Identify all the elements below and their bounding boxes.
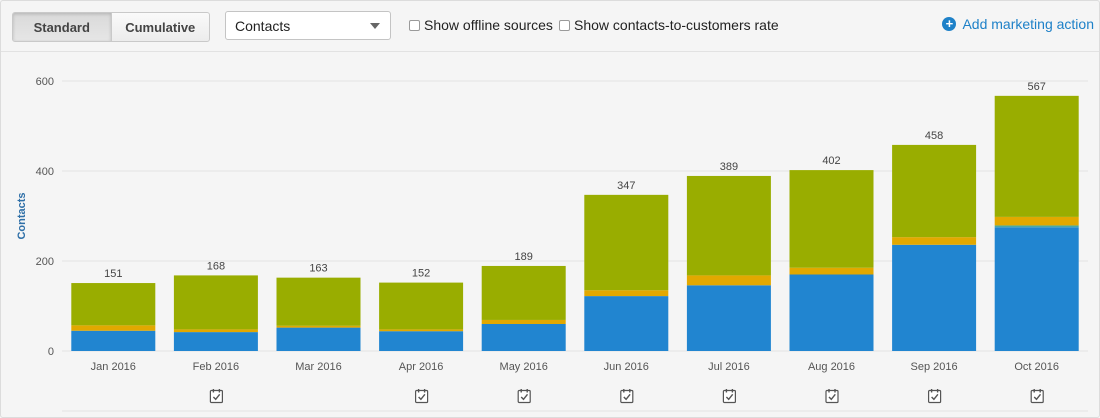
bar-segment[interactable] xyxy=(379,329,464,332)
bar-segment[interactable] xyxy=(584,296,669,351)
bar-total-label: 168 xyxy=(207,260,225,272)
bar-segment[interactable] xyxy=(584,194,669,291)
toolbar: Standard Cumulative Contacts Show offlin… xyxy=(1,1,1099,52)
bar-total-label: 151 xyxy=(104,268,122,280)
bar-segment[interactable] xyxy=(481,319,566,324)
bar-segment[interactable] xyxy=(892,237,977,245)
bar-segment[interactable] xyxy=(686,285,771,351)
plus-circle-icon: + xyxy=(942,17,957,31)
show-contacts-to-customers-rate-checkbox[interactable]: Show contacts-to-customers rate xyxy=(559,17,779,33)
bar-segment[interactable] xyxy=(173,275,258,330)
x-tick-label: Aug 2016 xyxy=(808,361,855,373)
contacts-bar-chart: 0 200 400 600 Contacts 151 Jan 2016 168 Feb 2016… xyxy=(16,76,1088,412)
bar-segment[interactable] xyxy=(173,332,258,351)
x-tick-label: Jul 2016 xyxy=(708,361,750,373)
x-tick-label: Jun 2016 xyxy=(604,361,649,373)
bar-segment[interactable] xyxy=(71,283,156,326)
x-tick-label: Mar 2016 xyxy=(295,361,341,373)
add-marketing-action-link[interactable]: + Add marketing action xyxy=(942,16,1094,32)
bar-segment[interactable] xyxy=(481,265,566,320)
y-tick-label: 600 xyxy=(36,76,54,88)
bar-segment[interactable] xyxy=(379,282,464,330)
y-tick-label: 0 xyxy=(48,346,54,358)
x-tick-label: Jan 2016 xyxy=(91,361,136,373)
calendar-check-icon[interactable] xyxy=(620,389,634,404)
bar-segment[interactable] xyxy=(892,244,977,351)
bar-segment[interactable] xyxy=(481,324,566,351)
bar-total-label: 152 xyxy=(412,268,430,280)
bar-total-label: 389 xyxy=(720,161,738,173)
metric-select[interactable]: Contacts xyxy=(225,11,391,40)
bar-segment[interactable] xyxy=(994,225,1079,228)
bar-segment[interactable] xyxy=(994,95,1079,217)
x-tick-label: Oct 2016 xyxy=(1014,361,1059,373)
bar-segment[interactable] xyxy=(71,330,156,351)
x-tick-label: Sep 2016 xyxy=(911,361,958,373)
calendar-check-icon[interactable] xyxy=(927,389,942,404)
metric-select-value: Contacts xyxy=(235,17,291,34)
y-tick-label: 200 xyxy=(36,256,54,268)
bar-segment[interactable] xyxy=(686,275,771,286)
checkbox-icon[interactable] xyxy=(559,19,570,31)
bar-total-label: 567 xyxy=(1028,81,1046,93)
bar-total-label: 402 xyxy=(822,155,840,167)
checkbox-label: Show offline sources xyxy=(424,17,553,33)
y-tick-label: 400 xyxy=(36,166,54,178)
bar-total-label: 458 xyxy=(925,130,943,142)
x-tick-label: May 2016 xyxy=(500,361,548,373)
calendar-check-icon[interactable] xyxy=(517,389,531,404)
calendar-check-icon[interactable] xyxy=(1030,389,1044,404)
add-marketing-action-label: Add marketing action xyxy=(962,16,1094,32)
y-axis-title: Contacts xyxy=(16,192,28,239)
bar-segment[interactable] xyxy=(276,325,361,328)
bar-segment[interactable] xyxy=(276,277,361,326)
checkbox-icon[interactable] xyxy=(409,19,420,31)
x-tick-label: Apr 2016 xyxy=(399,361,444,373)
calendar-check-icon[interactable] xyxy=(825,389,839,404)
show-offline-sources-checkbox[interactable]: Show offline sources xyxy=(409,17,553,33)
bar-segment[interactable] xyxy=(276,327,361,351)
bar-segment[interactable] xyxy=(584,290,669,297)
cumulative-button[interactable]: Cumulative xyxy=(125,19,196,35)
chevron-down-icon xyxy=(370,23,380,29)
x-tick-label: Feb 2016 xyxy=(193,361,239,373)
bar-segment[interactable] xyxy=(173,329,258,333)
bar-segment[interactable] xyxy=(994,216,1079,226)
bar-total-label: 163 xyxy=(309,263,327,275)
view-toggle: Standard Cumulative xyxy=(12,12,210,42)
bar-segment[interactable] xyxy=(379,331,464,351)
bar-segment[interactable] xyxy=(686,175,771,276)
calendar-check-icon[interactable] xyxy=(415,389,429,404)
bar-segment[interactable] xyxy=(71,325,156,331)
bar-segment[interactable] xyxy=(994,227,1079,351)
calendar-check-icon[interactable] xyxy=(209,389,223,404)
checkbox-label: Show contacts-to-customers rate xyxy=(574,17,779,33)
bar-total-label: 189 xyxy=(515,251,533,263)
bar-segment[interactable] xyxy=(789,274,874,352)
standard-button[interactable]: Standard xyxy=(13,13,112,41)
bar-total-label: 347 xyxy=(617,180,635,192)
bar-segment[interactable] xyxy=(892,144,977,238)
bar-segment[interactable] xyxy=(789,170,874,268)
bar-segment[interactable] xyxy=(789,267,874,275)
calendar-check-icon[interactable] xyxy=(722,389,737,404)
